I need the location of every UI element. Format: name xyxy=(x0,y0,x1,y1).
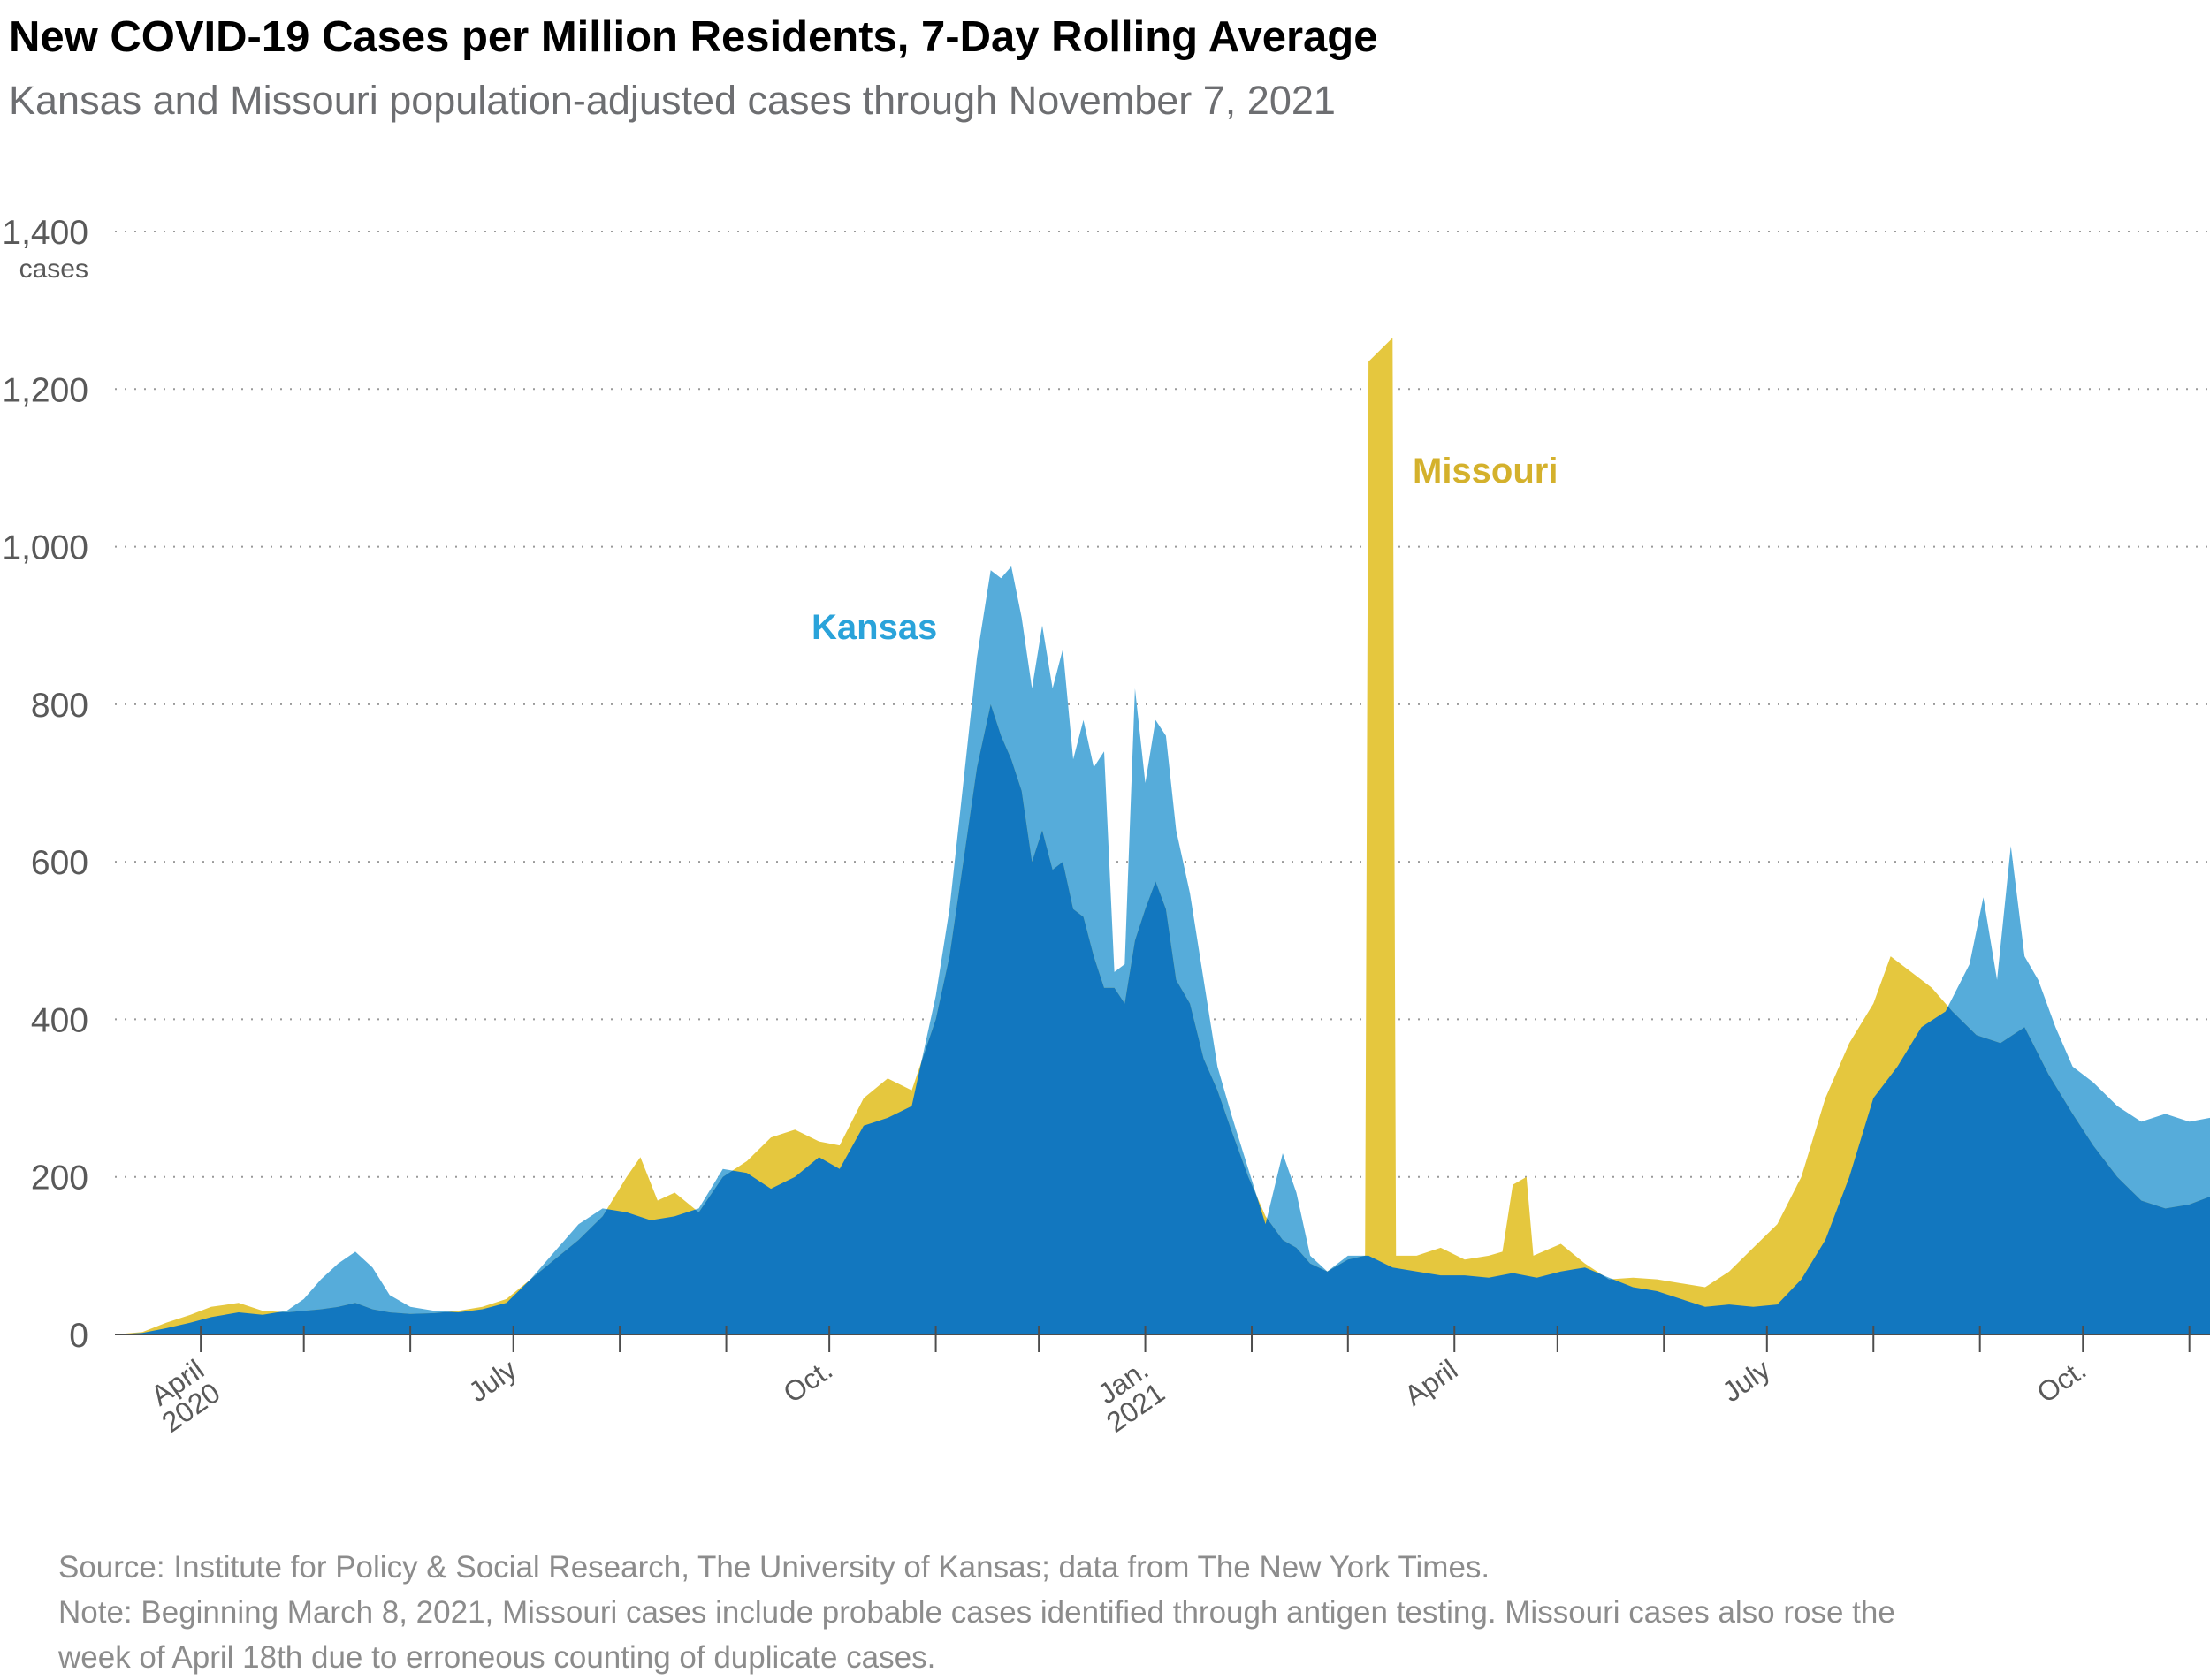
x-tick-label: July xyxy=(462,1353,522,1408)
chart-title: New COVID-19 Cases per Million Residents… xyxy=(9,13,1378,61)
y-axis: 0 200 400 600 800 1,000 1,200 1,400 cases xyxy=(2,214,88,1355)
methodology-note-line-1: Note: Beginning March 8, 2021, Missouri … xyxy=(58,1595,1895,1630)
y-tick-label: 200 xyxy=(31,1159,88,1197)
svg-text:April: April xyxy=(1398,1353,1463,1411)
x-tick-label: April xyxy=(1398,1353,1463,1411)
y-tick-label: 0 xyxy=(69,1317,88,1355)
y-tick-label: 600 xyxy=(31,844,88,882)
x-tick-label: Oct. xyxy=(777,1353,838,1409)
x-tick-label: Jan.2021 xyxy=(1092,1353,1170,1439)
x-tick-label: Oct. xyxy=(2031,1353,2092,1409)
y-tick-label: 1,000 xyxy=(2,529,88,567)
chart-subtitle: Kansas and Missouri population-adjusted … xyxy=(9,78,1336,123)
svg-text:July: July xyxy=(462,1353,522,1408)
overlap-area xyxy=(115,566,2210,1334)
svg-text:July: July xyxy=(1717,1353,1776,1408)
source-note: Source: Institute for Policy & Social Re… xyxy=(58,1550,1490,1585)
x-tick-label: July xyxy=(1717,1353,1776,1408)
methodology-note-line-2: week of April 18th due to erroneous coun… xyxy=(58,1640,936,1675)
y-tick-label: 800 xyxy=(31,687,88,725)
y-tick-label: 1,400 xyxy=(2,214,88,252)
y-tick-label: 400 xyxy=(31,1001,88,1039)
series-label-kansas: Kansas xyxy=(812,608,937,647)
series-areas xyxy=(115,338,2210,1334)
y-unit-label: cases xyxy=(19,255,88,284)
svg-text:Oct.: Oct. xyxy=(2031,1353,2092,1409)
footnotes: Source: Institute for Policy & Social Re… xyxy=(58,1545,2198,1680)
y-tick-label: 1,200 xyxy=(2,371,88,409)
svg-text:Oct.: Oct. xyxy=(777,1353,838,1409)
series-label-missouri: Missouri xyxy=(1413,452,1558,490)
